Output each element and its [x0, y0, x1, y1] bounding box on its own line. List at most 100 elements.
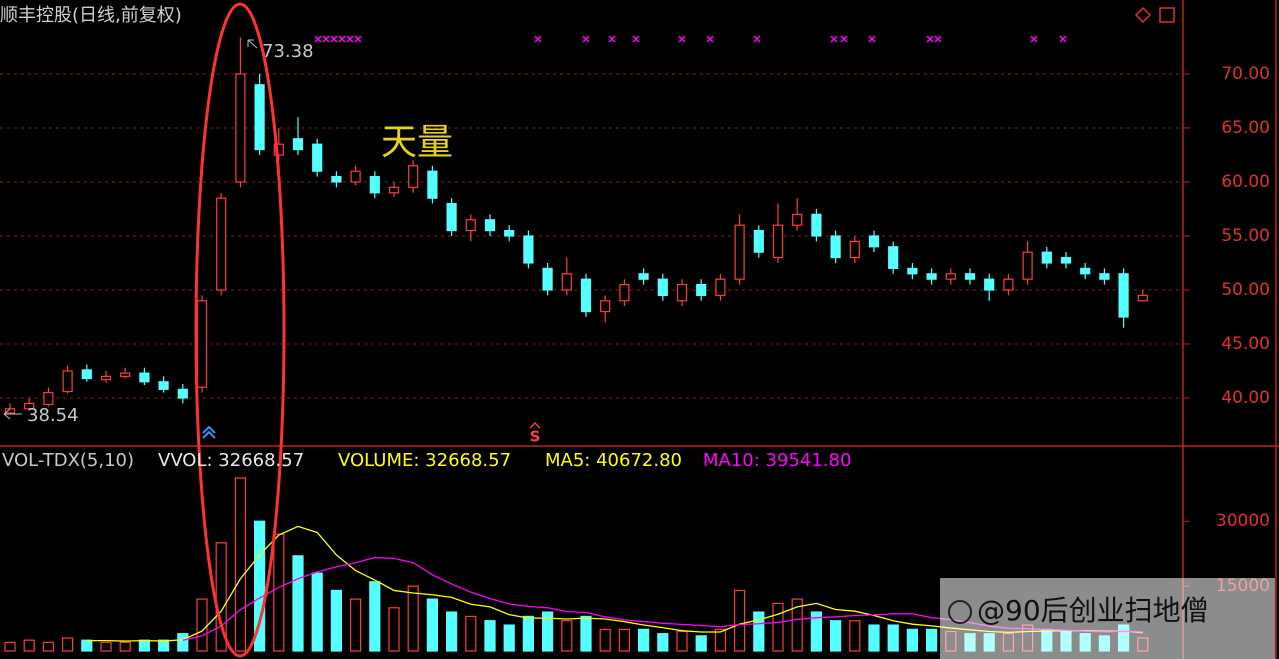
y-tick-label: 70.00: [1221, 64, 1270, 84]
watermark-logo: [948, 600, 972, 624]
volume-bar: [791, 598, 803, 652]
volume-bar: [196, 598, 208, 652]
volume-bar: [484, 620, 496, 652]
candle-body: [43, 391, 54, 406]
volume-bar: [330, 589, 342, 652]
candle-body: [849, 240, 860, 259]
candle-body: [619, 283, 630, 302]
event-marker: [1030, 35, 1038, 43]
high-annotation: 73.38: [262, 41, 314, 62]
indicator-label: VOL-TDX(5,10): [2, 450, 134, 471]
candle-body: [561, 273, 572, 291]
candle-body: [235, 73, 246, 183]
candle-body: [350, 170, 361, 183]
volume-bar: [4, 641, 16, 652]
candle-body: [696, 283, 707, 296]
candle-body: [1080, 267, 1091, 275]
candle-body: [753, 229, 764, 253]
event-marker: [632, 35, 640, 43]
volume-bar: [849, 620, 861, 652]
y-tick-label: 60.00: [1221, 172, 1270, 192]
annotation-arrow: [3, 408, 22, 420]
y-tick-label: 65.00: [1221, 118, 1270, 138]
candle-body: [292, 138, 304, 151]
sell-signal: S: [530, 428, 541, 446]
icon[interactable]: [1159, 7, 1175, 23]
volume-bar: [350, 598, 362, 652]
event-marker: [338, 35, 346, 43]
volume-annotation: 天量: [381, 122, 453, 163]
candle-body: [638, 273, 649, 280]
volume-bar: [177, 633, 189, 652]
indicator-label: VVOL: 32668.57: [158, 450, 304, 471]
candle-body: [964, 273, 976, 280]
candle-body: [312, 143, 323, 172]
y-tick-label: 45.00: [1221, 334, 1270, 354]
candle-body: [331, 175, 342, 183]
candle-body: [657, 278, 668, 296]
icon[interactable]: [1134, 6, 1152, 24]
volume-bar: [561, 620, 573, 652]
candle-body: [24, 402, 35, 410]
volume-bar: [100, 641, 112, 652]
y-tick-label: 40.00: [1221, 388, 1270, 408]
event-marker: [934, 35, 942, 43]
candle-body: [158, 381, 169, 390]
volume-bar: [676, 630, 688, 652]
volume-bar: [234, 477, 246, 652]
volume-bar: [925, 628, 938, 652]
candle-body: [945, 273, 956, 280]
event-marker: [534, 35, 542, 43]
candle-body: [868, 235, 880, 248]
candle-body: [216, 197, 227, 291]
volume-bar: [158, 639, 170, 652]
volume-bar: [599, 628, 611, 652]
event-marker: [314, 35, 322, 43]
event-marker: [582, 35, 590, 43]
candle-body: [1060, 256, 1072, 264]
candle-body: [196, 300, 208, 388]
candle-body: [4, 408, 16, 414]
volume-bar: [42, 641, 55, 652]
candle-body: [465, 219, 476, 232]
candle-body: [772, 224, 784, 259]
event-marker: [840, 35, 848, 43]
volume-bar: [637, 628, 650, 652]
candle-body: [484, 219, 496, 232]
volume-bar: [580, 615, 592, 652]
volume-bar: [273, 533, 285, 652]
chart-title: 顺丰控股(日线,前复权): [0, 5, 182, 26]
indicator-label: MA10: 39541.80: [703, 450, 851, 471]
watermark: @90后创业扫地僧: [977, 594, 1209, 627]
candle-body: [1041, 251, 1052, 264]
candle-body: [1099, 273, 1110, 280]
event-marker: [753, 35, 761, 43]
volume-bar: [388, 607, 400, 652]
indicator-header: VOL-TDX(5,10) VVOL: 32668.57 VOLUME: 32668…: [2, 450, 851, 471]
candle-body: [120, 372, 131, 377]
event-marker: [1059, 35, 1067, 43]
volume-bar: [465, 615, 477, 652]
candle-body: [811, 213, 822, 237]
event-marker: [706, 35, 714, 43]
candle-body: [984, 278, 995, 291]
volume-bar: [868, 624, 880, 652]
candle-body: [600, 300, 611, 313]
candle-body: [254, 84, 265, 151]
y-tick-label: 50.00: [1221, 280, 1270, 300]
volume-bar: [522, 615, 535, 652]
buy-signal: [202, 425, 216, 439]
candle-body: [62, 370, 73, 393]
event-marker: [678, 35, 686, 43]
candle-body: [1118, 273, 1129, 318]
volume-bar: [810, 611, 823, 652]
volume-bar: [369, 581, 381, 652]
event-marker: [322, 35, 330, 43]
highlight-ellipse: [194, 2, 286, 658]
volume-bar: [23, 639, 35, 652]
volume-bar: [906, 628, 919, 652]
volume-bar: [138, 639, 150, 652]
candle-body: [676, 283, 688, 302]
